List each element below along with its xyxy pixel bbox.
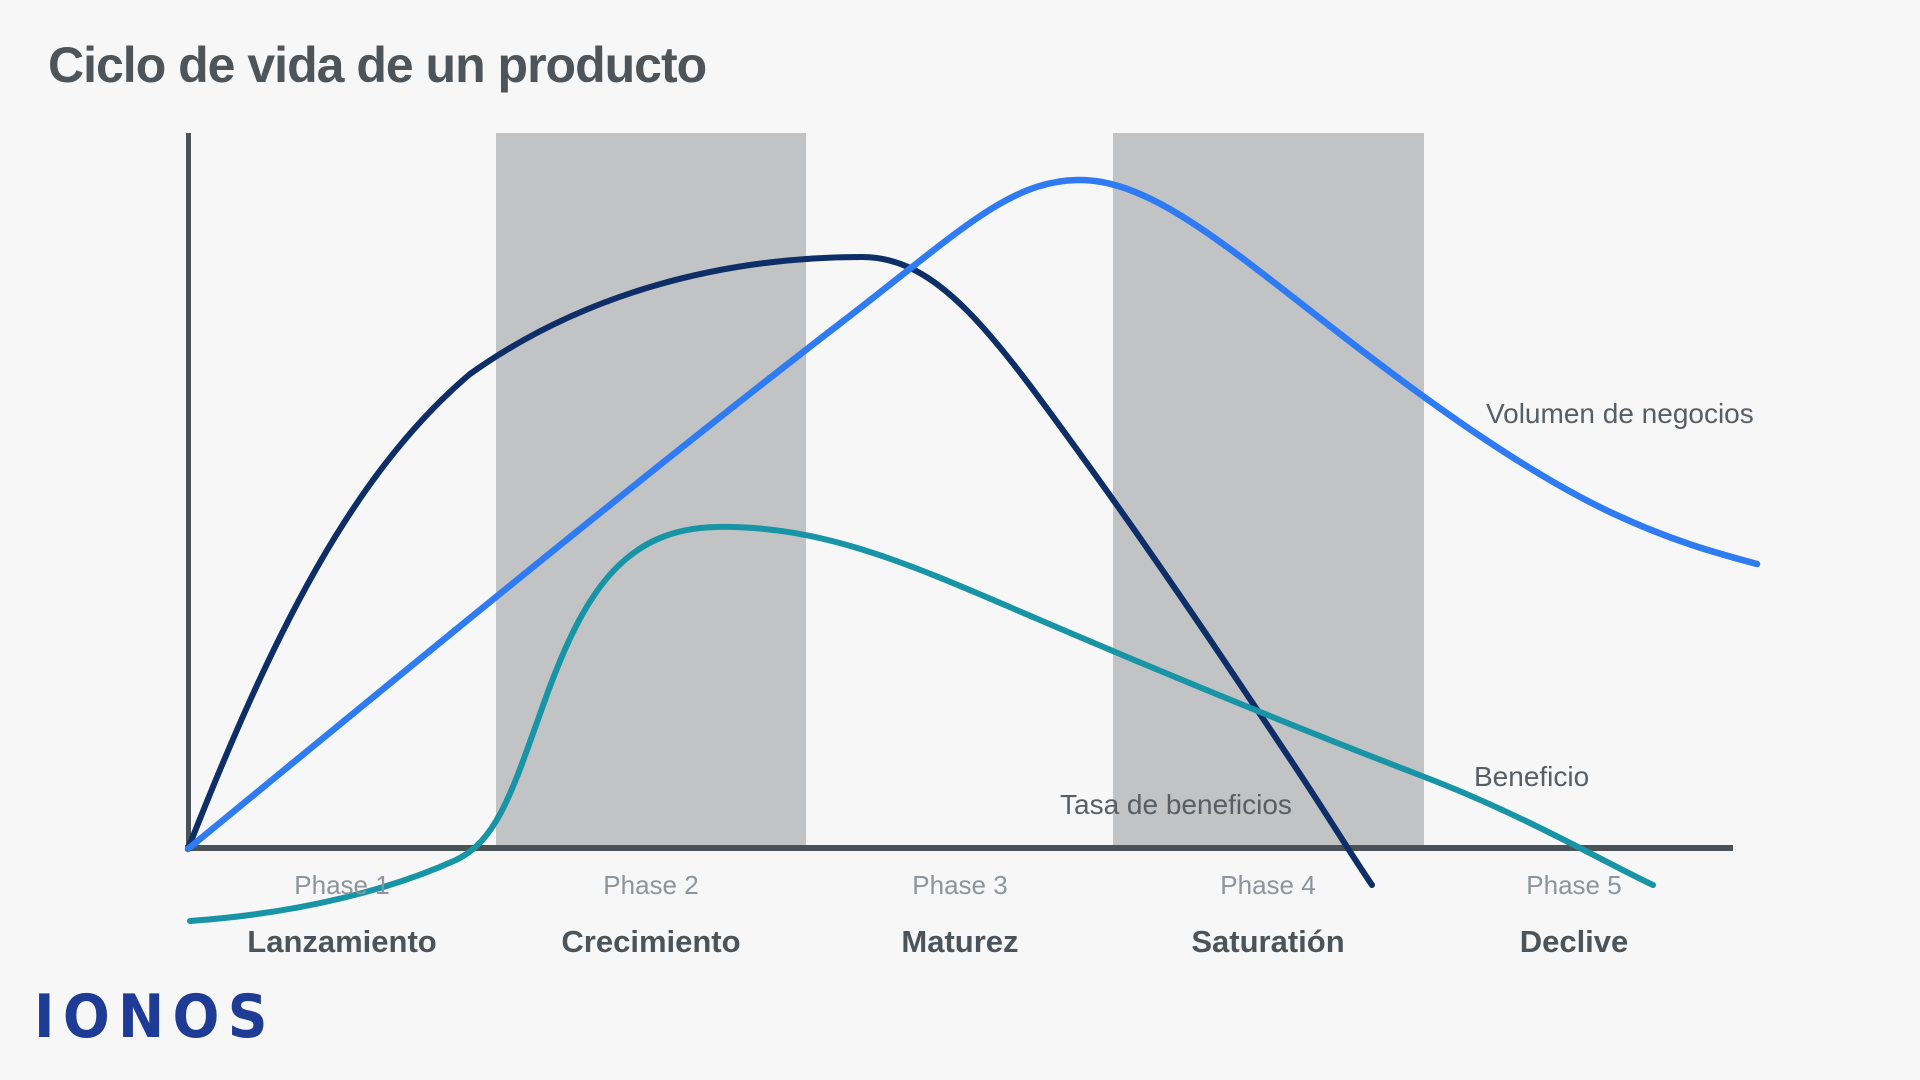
phase-4-shaded-band: [1113, 133, 1424, 846]
phase-1-label: Phase 1: [294, 870, 390, 900]
page-title: Ciclo de vida de un producto: [48, 37, 707, 93]
stage-name-lanzamiento: Lanzamiento: [247, 924, 437, 959]
stage-name-saturation: Saturatión: [1191, 924, 1345, 959]
ionos-logo: IONOS: [34, 982, 276, 1052]
profit-curve-label: Beneficio: [1474, 761, 1590, 792]
phase-2-label: Phase 2: [603, 870, 699, 900]
profit-rate-curve-label: Tasa de beneficios: [1060, 789, 1292, 820]
stage-name-maturez: Maturez: [901, 924, 1019, 959]
profit-rate-curve: [185, 253, 1375, 888]
phase-4-label: Phase 4: [1220, 870, 1316, 900]
profit-curve: [187, 523, 1656, 924]
phase-5-label: Phase 5: [1526, 870, 1622, 900]
stage-name-declive: Declive: [1519, 924, 1629, 959]
phase-2-shaded-band: [496, 133, 806, 846]
phase-3-label: Phase 3: [912, 870, 1008, 900]
stage-name-crecimiento: Crecimiento: [561, 924, 741, 959]
volume-curve-label: Volumen de negocios: [1486, 398, 1754, 429]
volume-curve: [184, 176, 1761, 853]
